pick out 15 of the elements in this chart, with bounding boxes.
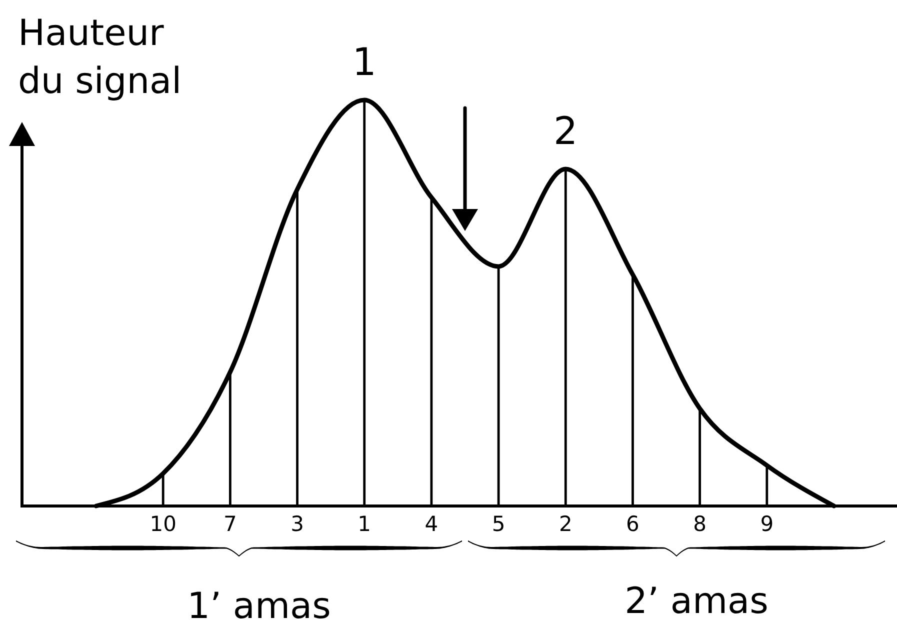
annotation: 1 (352, 40, 376, 84)
x-tick-label: 8 (693, 512, 707, 536)
annotation: 2 (554, 109, 578, 154)
x-tick-label: 10 (150, 512, 176, 536)
x-tick-label: 9 (760, 512, 774, 536)
x-tick-label: 3 (290, 512, 304, 536)
x-tick-label: 4 (424, 512, 438, 536)
x-tick-label: 2 (558, 512, 572, 536)
x-tick-label: 6 (626, 512, 640, 536)
text: 1’ amas (187, 586, 331, 627)
x-tick-label: 5 (492, 512, 506, 536)
text: 2’ amas (624, 581, 768, 622)
y-axis-title: Hauteur du signal (18, 13, 182, 102)
x-tick-label: 7 (223, 512, 237, 536)
x-tick-label: 1 (358, 512, 372, 536)
